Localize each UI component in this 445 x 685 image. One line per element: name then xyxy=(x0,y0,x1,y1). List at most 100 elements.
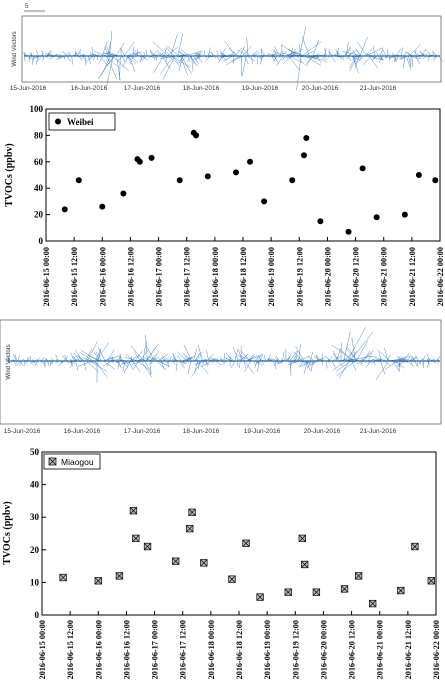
wind-vector xyxy=(36,55,41,59)
wind-vector xyxy=(427,360,430,368)
data-point xyxy=(300,152,307,159)
data-point xyxy=(59,573,67,582)
wind-vector xyxy=(162,55,176,80)
wind-vector xyxy=(209,51,215,57)
wind-vector xyxy=(396,360,406,368)
wind-vector xyxy=(124,356,138,362)
wind-vector xyxy=(134,53,140,57)
x-tick-label: 2016-06-21 00:00 xyxy=(376,620,385,679)
wind-vector xyxy=(187,360,191,374)
wind-vector xyxy=(98,55,104,64)
wind-vector xyxy=(227,359,234,362)
wind-vector xyxy=(343,331,351,362)
wind-vector xyxy=(80,53,82,57)
wind-vector xyxy=(268,358,273,362)
wind-vector xyxy=(45,52,51,57)
wind-panel-2-date-labels: 15-Jun-2016 16-Jun-2016 17-Jun-2016 18-J… xyxy=(4,428,397,435)
wind-vector xyxy=(415,355,419,362)
wind-vector xyxy=(336,360,355,377)
x-tick-label: 2016-06-16 12:00 xyxy=(122,620,131,679)
wind-vector xyxy=(115,42,125,57)
wind-vector xyxy=(106,55,114,87)
wind-vector xyxy=(179,52,186,57)
x-tick-label: 2016-06-20 12:00 xyxy=(348,620,357,679)
wind-vector xyxy=(359,36,368,57)
wind-vector xyxy=(234,47,243,57)
wind-vector xyxy=(56,55,61,60)
wind-vector xyxy=(317,54,323,57)
wind-vector xyxy=(191,55,194,72)
wind-vector xyxy=(35,358,39,362)
data-point xyxy=(200,559,208,567)
wind-vector xyxy=(164,46,167,57)
wind-vector xyxy=(421,355,427,362)
wind-vector xyxy=(350,358,360,362)
wind-vector xyxy=(244,360,254,374)
wind-vector xyxy=(293,55,315,58)
wind-vector xyxy=(206,350,209,362)
x-tick-label: 2016-06-20 00:00 xyxy=(319,620,328,679)
wind-vector xyxy=(178,55,184,64)
wind-vector xyxy=(91,53,99,57)
wind-vector xyxy=(181,49,189,57)
wind-vector xyxy=(67,55,70,58)
wind-vector xyxy=(34,55,40,58)
wind-vector xyxy=(208,359,214,362)
wind-vector xyxy=(313,55,318,57)
wind-vector xyxy=(241,55,246,57)
wind-vector xyxy=(141,55,147,62)
wind-vector xyxy=(280,44,283,57)
wind-vector xyxy=(219,52,228,57)
wind-vector xyxy=(428,54,433,57)
wind-vector xyxy=(277,360,281,365)
wind-vector xyxy=(148,360,154,365)
wind-vector xyxy=(62,50,67,57)
x-tick-label: 2016-06-15 00:00 xyxy=(42,247,51,306)
wind-vector xyxy=(100,55,113,58)
x-tick-label: 2016-06-22 00:00 xyxy=(436,247,445,306)
wind-vector xyxy=(232,346,239,362)
wind-vector xyxy=(241,55,247,76)
wind-vector xyxy=(331,360,336,368)
data-point xyxy=(172,557,180,565)
wind-vector xyxy=(34,360,38,367)
wind-vector xyxy=(182,360,189,366)
wind-vector xyxy=(125,353,134,362)
x-tick-label: 2016-06-15 00:00 xyxy=(38,620,47,679)
data-point xyxy=(247,158,254,165)
data-point xyxy=(148,154,155,161)
wind-vector xyxy=(356,55,364,63)
wind-vector xyxy=(255,360,262,364)
wind-vector xyxy=(195,352,201,362)
wind-vector xyxy=(296,55,302,91)
y-tick-label: 30 xyxy=(30,512,40,522)
wind-vector xyxy=(159,55,178,59)
wind-vector xyxy=(58,360,64,367)
wind-vector xyxy=(202,360,204,367)
wind-vector xyxy=(93,50,106,57)
wind-vector xyxy=(293,350,299,362)
y-tick-label: 20 xyxy=(30,545,40,555)
wind-vector xyxy=(289,350,298,362)
wind-vector xyxy=(438,55,443,62)
wind-vector xyxy=(182,360,186,364)
x-tick-label: 2016-06-18 12:00 xyxy=(235,620,244,679)
wind-vector xyxy=(64,354,68,362)
wind-vector xyxy=(170,34,178,57)
wind-vector xyxy=(251,55,253,64)
wind-vector xyxy=(372,55,377,60)
wind-vector xyxy=(220,357,223,362)
wind-vector xyxy=(177,354,182,362)
x-tick-label: 2016-06-21 12:00 xyxy=(404,620,413,679)
wind-vector xyxy=(408,360,414,367)
wind-vector xyxy=(103,360,115,370)
x-tick-label: 2016-06-20 00:00 xyxy=(323,247,332,306)
data-point xyxy=(359,165,366,172)
wind-vector xyxy=(411,55,413,68)
wind-vector xyxy=(414,50,418,57)
wind-vector xyxy=(250,50,259,57)
wind-vector xyxy=(193,349,197,362)
wind-vector xyxy=(45,358,48,362)
wind-vector xyxy=(369,55,384,61)
wind-vector xyxy=(181,352,193,362)
